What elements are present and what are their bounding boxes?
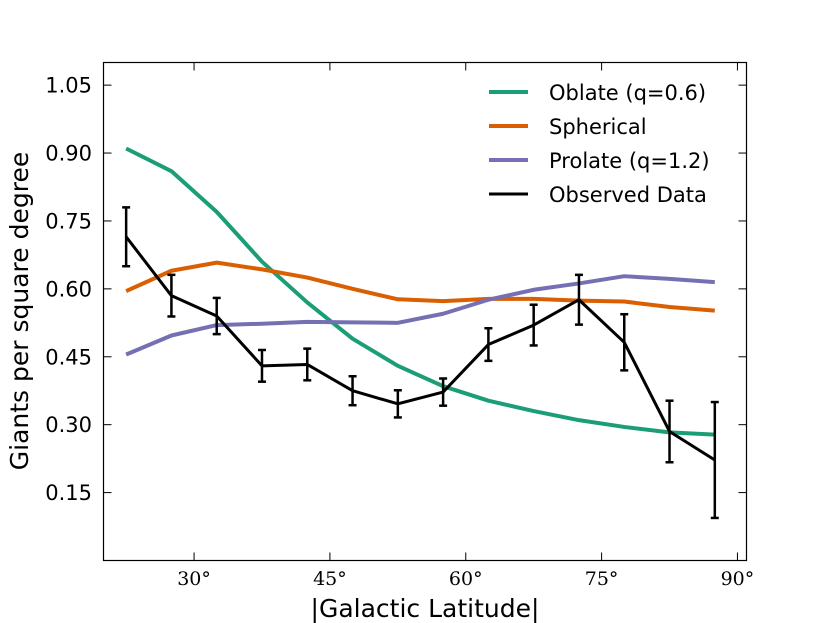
error-bar bbox=[257, 348, 266, 383]
y-tick-label: 0.30 bbox=[45, 413, 92, 437]
x-tick-label: 30° bbox=[177, 568, 211, 590]
error-bar bbox=[167, 273, 176, 318]
y-tick-label: 0.15 bbox=[45, 481, 92, 505]
y-axis: 0.15 0.30 0.45 0.60 0.75 0.90 1.05 bbox=[45, 74, 747, 505]
y-tick-label: 0.60 bbox=[45, 277, 92, 301]
series-line-observed-data bbox=[124, 235, 716, 462]
error-bar bbox=[303, 347, 312, 382]
x-axis: 30° 45° 60° 75° 90° bbox=[177, 62, 755, 590]
y-axis-label: Giants per square degree bbox=[5, 152, 34, 470]
error-bar bbox=[348, 374, 357, 407]
x-axis-label: |Galactic Latitude| bbox=[311, 594, 540, 623]
error-bar bbox=[122, 206, 131, 268]
y-tick-label: 1.05 bbox=[45, 74, 92, 98]
error-bar bbox=[484, 327, 493, 363]
legend-label-observed-data: Observed Data bbox=[549, 183, 707, 207]
x-tick-label: 45° bbox=[313, 568, 347, 590]
series-layer bbox=[122, 146, 719, 520]
error-bar bbox=[665, 399, 674, 464]
x-tick-label: 90° bbox=[721, 568, 755, 590]
error-bar bbox=[710, 400, 719, 520]
error-bar bbox=[574, 273, 583, 326]
legend-label-prolate-q-1-2: Prolate (q=1.2) bbox=[549, 149, 710, 173]
y-tick-label: 0.75 bbox=[45, 209, 92, 233]
legend-label-oblate-q-0-6: Oblate (q=0.6) bbox=[549, 81, 706, 105]
legend-label-spherical: Spherical bbox=[549, 115, 647, 139]
series-line-oblate-q-0-6 bbox=[125, 146, 715, 437]
series-line-spherical bbox=[125, 260, 715, 313]
error-bar bbox=[393, 389, 402, 419]
plot-area-frame bbox=[102, 61, 748, 562]
error-bar bbox=[212, 296, 221, 336]
error-bar bbox=[529, 303, 538, 347]
legend: Oblate (q=0.6) Spherical Prolate (q=1.2) Ob… bbox=[489, 81, 710, 207]
error-bar bbox=[439, 377, 448, 407]
error-bar bbox=[620, 312, 629, 372]
y-tick-label: 0.90 bbox=[45, 142, 92, 166]
x-tick-label: 60° bbox=[449, 568, 483, 590]
x-tick-label: 75° bbox=[585, 568, 619, 590]
y-tick-label: 0.45 bbox=[45, 345, 92, 369]
